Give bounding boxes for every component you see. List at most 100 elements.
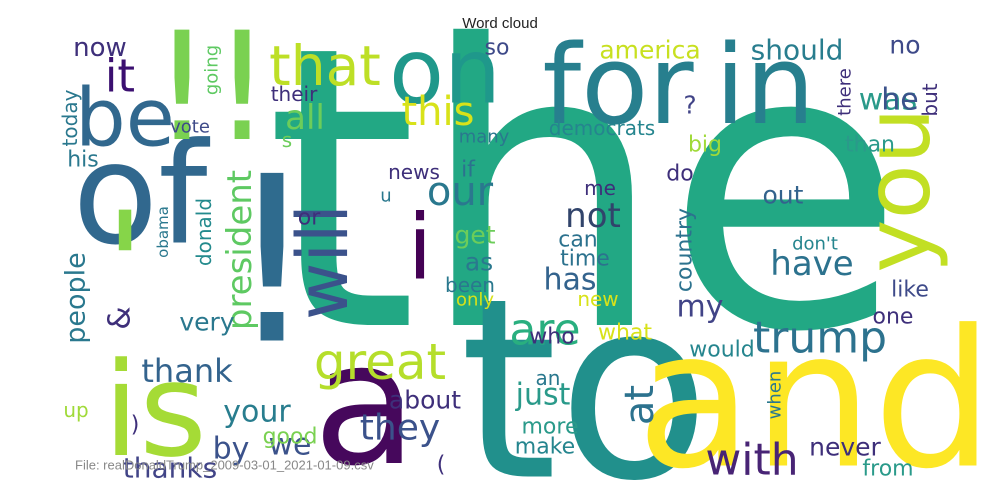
word: it: [105, 50, 135, 103]
word: you: [846, 107, 951, 272]
word: now: [73, 33, 127, 63]
word: from: [862, 457, 913, 482]
word: in: [715, 21, 815, 149]
word: about: [389, 386, 461, 415]
word: there: [835, 68, 856, 116]
word: just: [515, 378, 571, 413]
word: are: [509, 305, 580, 356]
word: very: [179, 308, 234, 337]
word: will: [282, 204, 364, 320]
word: what: [598, 321, 652, 346]
word: on: [389, 20, 501, 125]
word: and: [636, 290, 993, 500]
word: not: [565, 196, 621, 236]
word: was: [859, 83, 918, 118]
word: me: [584, 176, 616, 200]
word: s: [282, 128, 292, 152]
word: never: [809, 433, 881, 462]
word: get: [454, 221, 495, 250]
word: (: [437, 453, 446, 478]
word: u: [380, 186, 391, 207]
word: for: [542, 21, 694, 149]
word: their: [271, 82, 318, 106]
word: as: [465, 248, 493, 277]
word: to: [460, 245, 711, 500]
word: would: [689, 338, 754, 363]
word: make: [515, 435, 575, 460]
word: no: [889, 31, 920, 60]
word: all: [285, 98, 325, 138]
word: donald: [192, 198, 216, 266]
word: !!: [152, 1, 272, 175]
word: ': [104, 181, 145, 355]
word: they: [360, 408, 440, 449]
word: up: [63, 398, 88, 422]
word: trump: [753, 313, 887, 364]
word: obama: [154, 206, 172, 258]
word: or: [298, 206, 321, 231]
word: at: [617, 385, 663, 425]
word: who: [529, 325, 574, 350]
word: great: [314, 333, 446, 391]
word: ?: [683, 91, 696, 120]
word: the: [265, 0, 905, 417]
word: so: [485, 36, 510, 61]
word: an: [536, 366, 561, 390]
word: by: [213, 432, 250, 467]
word: have: [770, 244, 853, 284]
word: vote: [170, 117, 210, 138]
word: this: [402, 89, 475, 135]
word: of: [73, 114, 211, 277]
word: good: [263, 425, 318, 450]
word: many: [459, 127, 510, 148]
word: america: [599, 36, 700, 65]
word: president: [220, 170, 260, 330]
word: new: [577, 287, 618, 311]
word: but: [918, 83, 942, 116]
word: if: [461, 158, 476, 183]
word: more: [522, 415, 579, 440]
word: we: [269, 428, 312, 463]
word: has: [543, 263, 596, 298]
word: today: [58, 89, 82, 146]
word: don't: [792, 234, 838, 255]
word: been: [445, 273, 495, 297]
word: ): [131, 413, 140, 438]
word: people: [61, 252, 92, 344]
word: big: [688, 133, 722, 158]
word: his: [67, 148, 99, 173]
word: !: [226, 129, 318, 396]
word: my: [677, 290, 724, 325]
word: when: [765, 371, 786, 420]
word: one: [873, 305, 914, 330]
word: i: [407, 196, 432, 301]
footnote: File: realDonaldTrump_2009-03-01_2021-01…: [75, 457, 374, 472]
word: news: [388, 160, 440, 184]
word: be: [75, 72, 175, 165]
word: should: [751, 34, 844, 67]
word: time: [560, 247, 610, 272]
word: like: [891, 278, 929, 303]
word: our: [427, 169, 494, 215]
chart-title: Word cloud: [462, 15, 538, 32]
word: &: [103, 306, 138, 329]
word: democrats: [549, 116, 655, 140]
word: your: [223, 395, 291, 430]
word: with: [705, 435, 798, 486]
word: that: [269, 34, 381, 98]
word: thanks: [123, 452, 217, 485]
word: thank: [141, 352, 233, 390]
word: can: [558, 228, 598, 253]
word: going: [202, 45, 223, 95]
word: than: [845, 133, 895, 158]
word: only: [456, 290, 494, 311]
word: he: [881, 83, 918, 118]
word: is: [103, 334, 207, 486]
word: a: [313, 306, 417, 500]
word: country: [673, 208, 698, 292]
word: out: [763, 181, 804, 210]
word: do: [666, 162, 693, 187]
